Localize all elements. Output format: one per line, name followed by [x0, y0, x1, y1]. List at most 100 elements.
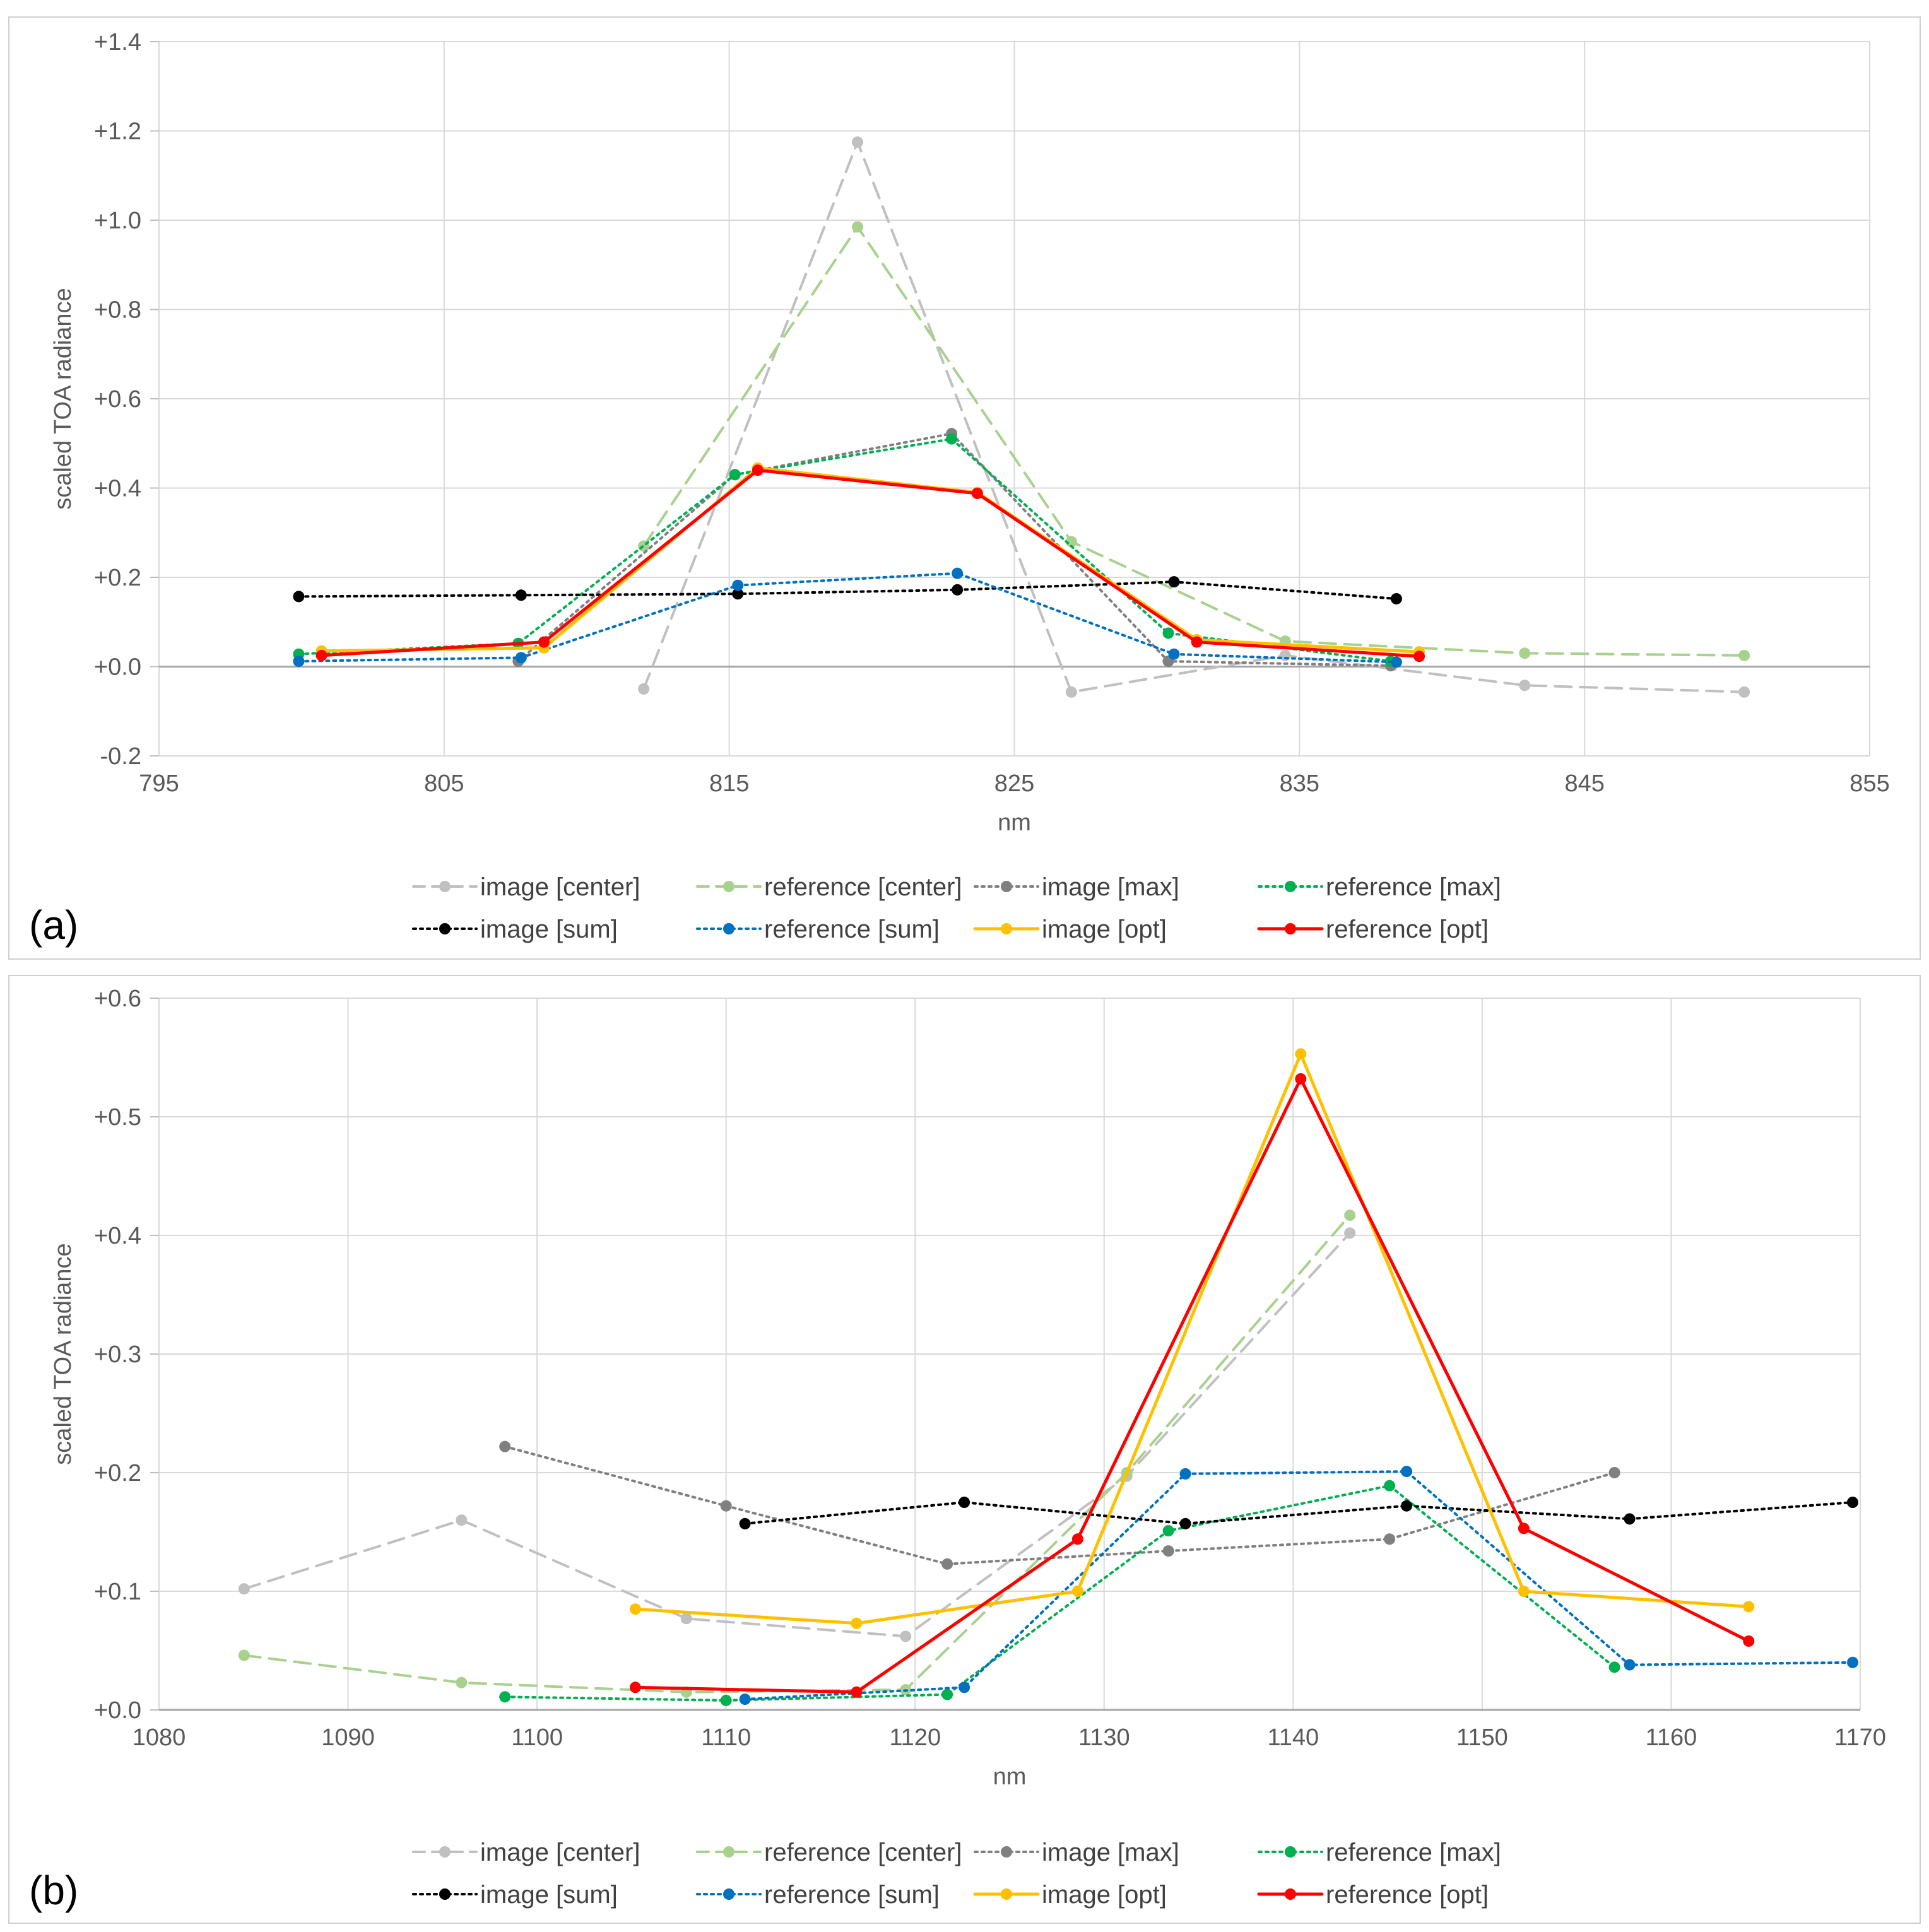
data-point — [515, 589, 527, 601]
y-tick-label: +1.4 — [94, 29, 141, 56]
legend-label: reference [sum] — [764, 916, 940, 943]
data-point — [1344, 1210, 1356, 1222]
legend-swatch-marker — [723, 881, 734, 892]
legend-label: reference [max] — [1326, 1839, 1501, 1866]
x-tick-label: 855 — [1849, 770, 1889, 797]
legend-item-image-opt: image [opt] — [973, 916, 1167, 943]
series-line-image-opt — [320, 466, 1421, 654]
series-reference-max — [293, 433, 1396, 668]
series-line-image-opt — [634, 1052, 1750, 1625]
data-point — [1847, 1656, 1859, 1668]
legend-swatch-marker — [1285, 1846, 1296, 1858]
data-point — [638, 683, 650, 695]
panel-label: (a) — [29, 902, 78, 948]
y-tick-label: +0.4 — [94, 1223, 141, 1249]
legend: image [center] reference [center] image [m… — [412, 873, 1501, 943]
data-point — [1295, 1073, 1307, 1085]
legend-label: image [sum] — [480, 1881, 618, 1909]
legend-label: image [opt] — [1042, 916, 1167, 943]
data-point — [1738, 649, 1750, 661]
x-tick-label: 805 — [424, 770, 464, 797]
data-point — [538, 636, 550, 648]
series-line-reference-opt — [320, 468, 1421, 658]
series-line-image-center — [642, 141, 1746, 693]
series-image-max — [499, 1440, 1620, 1570]
data-point — [1168, 648, 1180, 660]
x-tick-label: 1150 — [1456, 1724, 1508, 1751]
series-image-opt — [629, 1048, 1755, 1629]
legend-label: reference [center] — [764, 873, 962, 901]
legend-item-image-center: image [center] — [412, 873, 640, 901]
legend-item-reference-max: reference [max] — [1258, 1839, 1501, 1866]
data-point — [1065, 536, 1077, 548]
data-point — [1401, 1500, 1413, 1512]
legend-label: reference [max] — [1326, 873, 1501, 901]
legend-label: image [opt] — [1042, 1881, 1167, 1909]
data-point — [941, 1558, 953, 1570]
data-point — [851, 221, 863, 233]
data-point — [952, 567, 964, 579]
data-point — [1162, 627, 1174, 639]
y-tick-label: +0.5 — [94, 1104, 141, 1131]
series-line-reference-center — [242, 1214, 1352, 1693]
panel-frame — [8, 16, 1921, 960]
series-line-image-sum — [743, 1501, 1854, 1525]
data-point — [1179, 1468, 1191, 1480]
legend-swatch-marker — [1001, 923, 1012, 934]
data-point — [1390, 592, 1402, 604]
data-point — [1608, 1467, 1620, 1478]
data-point — [732, 579, 744, 591]
y-tick-label: +1.2 — [94, 119, 141, 145]
y-tick-label: +0.3 — [94, 1341, 141, 1368]
legend-item-image-sum: image [sum] — [412, 1881, 618, 1909]
legend-label: image [center] — [480, 1839, 640, 1866]
legend-swatch-marker — [1001, 1888, 1012, 1900]
chart-panel-a: 795 805 815 825 835 845 855 -0.2 +0.0 +0.2 +0.4 +0.… — [8, 16, 1921, 960]
legend-label: image [max] — [1042, 873, 1179, 901]
series-line-image-max — [517, 432, 1392, 668]
data-point — [971, 487, 983, 499]
series-image-sum — [293, 576, 1402, 604]
data-point — [1518, 1523, 1530, 1534]
legend-swatch-marker — [439, 1888, 451, 1900]
data-point — [1279, 649, 1291, 661]
legend-item-reference-opt: reference [opt] — [1257, 916, 1489, 943]
data-point — [851, 136, 863, 148]
data-point — [456, 1514, 468, 1526]
x-tick-label: 1120 — [889, 1724, 941, 1751]
data-point — [1295, 1048, 1307, 1060]
legend-item-reference-center: reference [center] — [696, 873, 962, 901]
data-point — [1413, 651, 1425, 663]
data-point — [629, 1603, 641, 1615]
y-axis-label: scaled TOA radiance — [50, 288, 76, 509]
data-point — [739, 1517, 751, 1529]
data-point — [959, 1682, 970, 1693]
data-point — [515, 652, 527, 664]
data-point — [293, 656, 305, 668]
y-tick-label: +1.0 — [94, 208, 141, 234]
series-line-image-center — [242, 1232, 1352, 1638]
x-tick-label: 1140 — [1267, 1724, 1319, 1751]
legend-item-reference-sum: reference [sum] — [696, 916, 940, 943]
legend-swatch-marker — [439, 923, 451, 934]
series-line-reference-sum — [743, 1470, 1854, 1701]
panel-frame — [8, 975, 1921, 1924]
data-point — [629, 1682, 641, 1693]
y-tick-label: +0.2 — [94, 565, 141, 591]
data-point — [1519, 647, 1531, 659]
data-point — [1624, 1659, 1636, 1671]
data-point — [1624, 1513, 1636, 1525]
data-point — [1191, 636, 1203, 648]
data-point — [316, 649, 327, 661]
y-tick-label: +0.6 — [94, 986, 141, 1012]
series-line-reference-center — [642, 225, 1746, 657]
data-point — [1071, 1533, 1083, 1545]
series-line-reference-sum — [297, 572, 1398, 664]
data-point — [720, 1500, 732, 1512]
legend-swatch-marker — [723, 1888, 734, 1900]
x-tick-label: 1160 — [1646, 1724, 1697, 1751]
data-point — [739, 1693, 751, 1705]
legend-label: reference [opt] — [1326, 916, 1489, 943]
legend: image [center] reference [center] image [m… — [412, 1839, 1501, 1909]
data-point — [1168, 576, 1180, 588]
